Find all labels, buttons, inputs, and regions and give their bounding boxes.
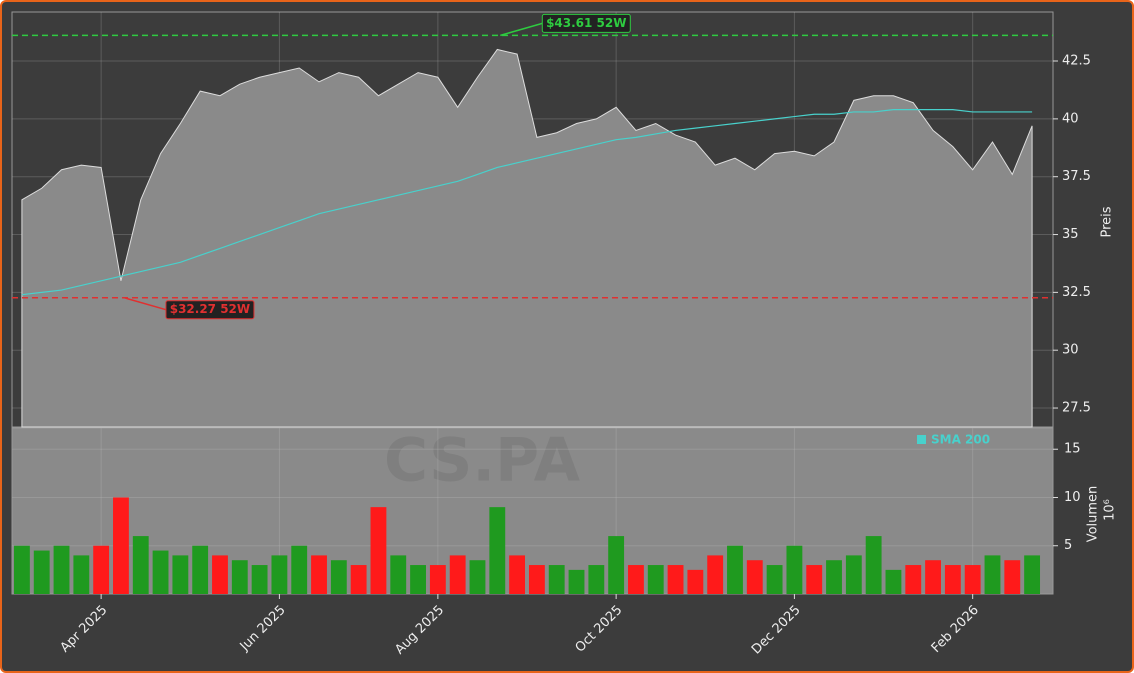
y-tick-label: 5 (1064, 538, 1072, 553)
y-tick-label: 15 (1064, 442, 1081, 457)
y-tick-label: 37.5 (1062, 169, 1091, 184)
annotation-label: $32.27 52W (170, 302, 250, 316)
volume-bar (925, 560, 941, 594)
annotation-label: $43.61 52W (546, 16, 626, 30)
x-tick-label: Oct 2025 (573, 603, 626, 656)
volume-bar (608, 536, 625, 594)
y-tick-label: 32.5 (1062, 285, 1091, 300)
volume-bar (647, 565, 664, 594)
volume-bar (766, 565, 783, 594)
volume-bar (885, 569, 902, 594)
volume-bar (964, 565, 981, 594)
volume-bar (568, 569, 585, 594)
x-tick-label: Aug 2025 (392, 603, 447, 658)
volume-axis-title: Volumen (1086, 486, 1101, 543)
volume-bar (786, 545, 803, 594)
volume-bar (984, 555, 1001, 594)
volume-bar (528, 565, 545, 594)
volume-bar (548, 565, 565, 594)
volume-bar (806, 565, 823, 594)
volume-bar (330, 560, 347, 594)
volume-bar (271, 555, 288, 594)
x-tick-label: Feb 2026 (929, 603, 982, 656)
y-tick-label: 27.5 (1062, 401, 1091, 416)
volume-bar (905, 565, 922, 594)
x-tick-label: Dec 2025 (749, 603, 804, 658)
volume-bar (429, 565, 446, 594)
volume-bar (291, 545, 308, 594)
sma-line (21, 109, 1033, 296)
volume-bar (588, 565, 605, 594)
volume-bar (113, 497, 129, 594)
y-tick-label: 42.5 (1062, 54, 1091, 69)
volume-bar (1024, 555, 1041, 594)
annotation-box (165, 300, 255, 320)
y-tick-label: 10 (1064, 490, 1081, 505)
volume-bar (687, 569, 704, 594)
volume-bar (73, 555, 90, 594)
legend-label: SMA 200 (931, 433, 990, 447)
volume-bar (628, 565, 644, 594)
volume-bar (192, 545, 209, 594)
price-area (21, 48, 1033, 428)
volume-bar (350, 565, 367, 594)
volume-bar (390, 555, 407, 594)
volume-bar (826, 560, 842, 594)
volume-bar (469, 560, 486, 594)
legend-swatch (917, 435, 926, 444)
volume-bar (509, 555, 526, 594)
annotation-arrow (123, 296, 167, 311)
volume-bar (707, 555, 724, 594)
volume-bar (1004, 560, 1021, 594)
y-axis-title: Preis (1100, 206, 1115, 237)
volume-bar (13, 545, 30, 594)
volume-bar (410, 565, 426, 594)
ticker-watermark: CS.PA (384, 426, 581, 496)
volume-bar (449, 555, 466, 594)
volume-bar (311, 555, 327, 594)
volume-bar (53, 545, 70, 594)
volume-bar (370, 507, 387, 594)
volume-bar (212, 555, 228, 594)
volume-bar (865, 536, 882, 594)
annotation-box (541, 13, 631, 33)
volume-bar (746, 560, 763, 594)
annotation-arrow (500, 22, 543, 37)
volume-bar (667, 565, 684, 594)
volume-bar (172, 555, 189, 594)
volume-bar (845, 555, 862, 594)
volume-bar (727, 545, 743, 594)
y-tick-label: 40 (1062, 111, 1079, 126)
volume-bar (944, 565, 961, 594)
y-tick-label: 35 (1062, 227, 1079, 242)
volume-bar (132, 536, 149, 594)
volume-bar (93, 545, 110, 594)
volume-bar (231, 560, 248, 594)
volume-bar (251, 565, 268, 594)
volume-bar (152, 550, 169, 594)
volume-bar (33, 550, 50, 594)
y-tick-label: 30 (1062, 343, 1079, 358)
volume-bar (489, 507, 506, 594)
x-tick-label: Jun 2025 (237, 603, 289, 655)
x-tick-label: Apr 2025 (58, 603, 111, 656)
volume-unit: 10⁶ (1103, 499, 1118, 521)
